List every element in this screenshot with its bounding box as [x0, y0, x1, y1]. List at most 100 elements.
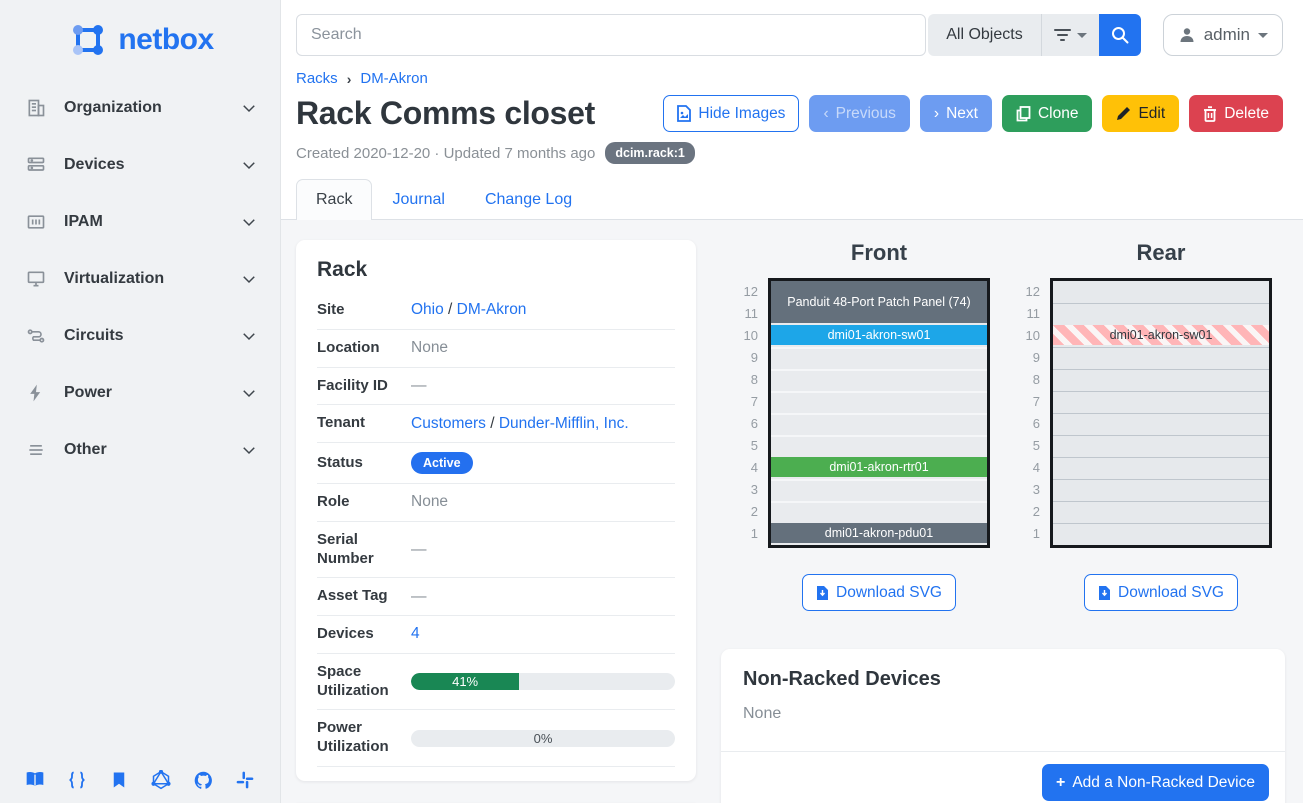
all-objects-button[interactable]: All Objects [928, 14, 1041, 56]
rack-unit-empty[interactable] [771, 391, 987, 413]
detail-link[interactable]: Customers [411, 414, 486, 432]
detail-value: Ohio / DM-Akron [411, 301, 527, 319]
object-id-badge: dcim.rack:1 [605, 142, 695, 164]
sidebar-item-power[interactable]: Power [0, 373, 280, 413]
clone-button[interactable]: Clone [1001, 95, 1093, 132]
hide-images-button[interactable]: Hide Images [663, 95, 800, 132]
rack-unit-empty[interactable] [1053, 347, 1269, 369]
detail-link[interactable]: DM-Akron [456, 301, 527, 319]
sidebar-item-other[interactable]: Other [0, 430, 280, 470]
rack-unit-empty[interactable] [1053, 435, 1269, 457]
unit-number: 10 [1025, 328, 1040, 343]
api-braces-icon[interactable] [66, 769, 88, 791]
graphql-icon[interactable] [150, 769, 172, 791]
unit-number: 5 [1032, 438, 1040, 453]
detail-value: 4 [411, 625, 675, 643]
detail-link[interactable]: Ohio [411, 301, 444, 319]
breadcrumb-link[interactable]: Racks [296, 70, 338, 87]
detail-label: Space Utilization [317, 662, 389, 699]
rack-unit-empty[interactable] [771, 347, 987, 369]
delete-button[interactable]: Delete [1189, 95, 1283, 132]
sidebar-item-devices[interactable]: Devices [0, 145, 280, 185]
unit-number: 4 [1032, 460, 1040, 475]
front-download-svg-button[interactable]: Download SVG [802, 574, 956, 611]
rack-unit-empty[interactable] [771, 435, 987, 457]
utilization-fill: 41% [411, 673, 520, 690]
search-submit-button[interactable] [1098, 14, 1141, 56]
detail-row: Power Utilization 0% [317, 710, 675, 767]
user-icon [1178, 26, 1196, 44]
unit-number: 2 [750, 504, 758, 519]
bookmark-icon[interactable] [108, 769, 130, 791]
detail-row: Role None [317, 484, 675, 522]
netbox-logo[interactable]: netbox [0, 0, 280, 88]
edit-button[interactable]: Edit [1102, 95, 1180, 132]
detail-value: 0% [411, 729, 675, 747]
tab-change-log[interactable]: Change Log [484, 191, 573, 208]
github-icon[interactable] [192, 769, 214, 791]
breadcrumb-link[interactable]: DM-Akron [360, 70, 428, 87]
rack-device-front[interactable]: dmi01-akron-pdu01 [771, 523, 987, 543]
tab-rack[interactable]: Rack [296, 179, 373, 220]
rear-download-svg-button[interactable]: Download SVG [1084, 574, 1238, 611]
add-non-racked-device-button[interactable]: + Add a Non-Racked Device [1042, 764, 1269, 801]
search-input[interactable] [296, 14, 927, 56]
rack-unit-empty[interactable] [771, 413, 987, 435]
detail-muted-value: — [411, 540, 427, 558]
sidebar-item-virtualization[interactable]: Virtualization [0, 259, 280, 299]
rack-unit-empty[interactable] [1053, 303, 1269, 325]
sidebar-item-ipam[interactable]: IPAM [0, 202, 280, 242]
detail-row: Site Ohio / DM-Akron [317, 292, 675, 330]
rack-unit-empty[interactable] [1053, 391, 1269, 413]
rack-device-rear[interactable]: dmi01-akron-sw01 [1053, 325, 1269, 345]
rack-device-front[interactable]: dmi01-akron-sw01 [771, 325, 987, 345]
sidebar-item-circuits[interactable]: Circuits [0, 316, 280, 356]
filter-icon [1053, 28, 1071, 42]
caret-down-icon [1076, 32, 1087, 38]
rack-unit-empty[interactable] [1053, 501, 1269, 523]
previous-button[interactable]: ‹ Previous [809, 95, 910, 132]
rack-device-front[interactable]: dmi01-akron-rtr01 [771, 457, 987, 477]
detail-link[interactable]: 4 [411, 625, 420, 643]
slack-icon[interactable] [234, 769, 256, 791]
sidebar-footer [0, 769, 280, 791]
caret-down-icon [1258, 32, 1268, 38]
unit-number: 10 [743, 328, 758, 343]
front-rack-diagram: Panduit 48-Port Patch Panel (74) dmi01-ak… [768, 278, 990, 548]
docs-book-icon[interactable] [24, 769, 46, 791]
sidebar-item-organization[interactable]: Organization [0, 88, 280, 128]
rack-unit-empty[interactable] [1053, 281, 1269, 303]
detail-value: 41% [411, 673, 675, 690]
unit-number: 7 [750, 394, 758, 409]
rack-unit-empty[interactable] [771, 369, 987, 391]
rack-unit-empty[interactable] [1053, 413, 1269, 435]
chevron-down-icon [240, 441, 258, 459]
next-button[interactable]: › Next [919, 95, 992, 132]
detail-link[interactable]: Dunder-Mifflin, Inc. [498, 414, 629, 432]
rack-unit-empty[interactable] [1053, 457, 1269, 479]
rack-unit-empty[interactable] [1053, 479, 1269, 501]
rear-rack-diagram: dmi01-akron-sw01 [1050, 278, 1272, 548]
search-icon [1111, 26, 1129, 44]
detail-row: Space Utilization 41% [317, 654, 675, 711]
front-unit-numbers: 12 11 10 9 8 7 6 5 4 3 2 1 [734, 278, 758, 548]
detail-muted-value: None [411, 493, 449, 511]
rack-unit-empty[interactable] [771, 479, 987, 501]
unit-number: 9 [750, 350, 758, 365]
user-menu-button[interactable]: admin [1162, 14, 1283, 56]
devices-icon [26, 154, 48, 176]
chevron-down-icon [240, 99, 258, 117]
unit-number: 4 [750, 460, 758, 475]
sidebar-item-label: Power [64, 384, 113, 401]
rack-device-front[interactable]: Panduit 48-Port Patch Panel (74) [771, 281, 987, 323]
detail-muted-value: — [411, 587, 427, 605]
rack-unit-empty[interactable] [1053, 369, 1269, 391]
organization-icon [26, 97, 48, 119]
pencil-icon [1116, 106, 1131, 121]
plus-icon: + [1056, 773, 1066, 791]
created-updated-text: Created 2020-12-20 · Updated 7 months ag… [296, 144, 596, 162]
search-filter-button[interactable] [1040, 14, 1099, 56]
rack-unit-empty[interactable] [771, 501, 987, 523]
tab-journal[interactable]: Journal [392, 191, 445, 208]
rack-unit-empty[interactable] [1053, 523, 1269, 545]
